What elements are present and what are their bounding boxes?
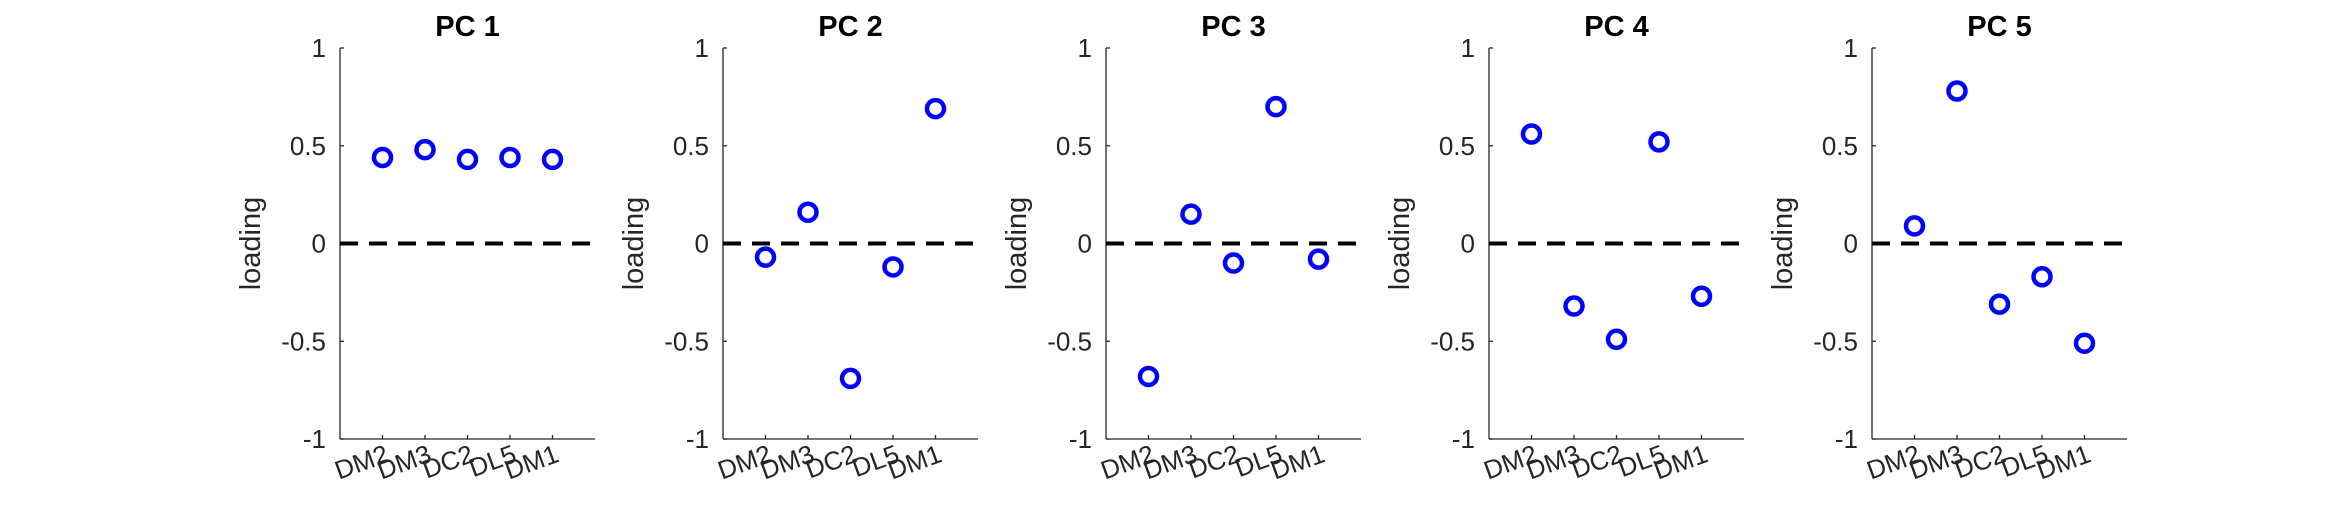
y-tick-label: 1: [1844, 33, 1858, 63]
y-tick-label: -1: [1835, 424, 1858, 454]
y-axis-label: loading: [1384, 197, 1416, 291]
y-tick-label: -0.5: [1813, 326, 1858, 356]
y-tick-label: -0.5: [281, 326, 326, 356]
panel-title: PC 3: [1201, 11, 1265, 43]
data-point-dl5: [1265, 95, 1287, 118]
data-point-dm3: [1946, 80, 1968, 102]
y-tick-label: 0.5: [1056, 131, 1092, 161]
y-tick-label: 0: [1844, 229, 1858, 259]
data-point-dm2: [1520, 123, 1543, 145]
data-point-dl5: [882, 256, 904, 278]
data-point-dm2: [1137, 365, 1160, 388]
y-tick-label: 0.5: [673, 131, 709, 161]
data-point-dm2: [1903, 215, 1926, 237]
y-axis-label: loading: [618, 197, 650, 291]
y-tick-label: 0.5: [1822, 131, 1858, 161]
data-point-dm1: [1307, 248, 1330, 270]
data-point-dl5: [1648, 131, 1670, 153]
panel-title: PC 5: [1967, 11, 2031, 43]
data-point-dm1: [2073, 332, 2096, 354]
y-tick-label: 1: [1078, 33, 1092, 63]
y-axis-label: loading: [1001, 197, 1033, 291]
data-point-dl5: [2031, 265, 2053, 288]
data-point-dc2: [839, 367, 862, 390]
y-tick-label: 0: [312, 229, 326, 259]
y-tick-label: 0: [1078, 229, 1092, 259]
y-tick-label: -1: [1452, 424, 1475, 454]
data-point-dm1: [924, 97, 947, 120]
y-tick-label: 0: [695, 229, 709, 259]
data-point-dm3: [1180, 203, 1202, 225]
panel-title: PC 2: [818, 11, 882, 43]
y-axis-label: loading: [235, 197, 267, 291]
data-point-dc2: [1605, 328, 1628, 351]
y-tick-label: 1: [695, 33, 709, 63]
data-point-dm3: [797, 201, 819, 223]
y-tick-label: -0.5: [1430, 326, 1475, 356]
y-tick-label: -0.5: [664, 326, 709, 356]
y-tick-label: -1: [303, 424, 326, 454]
y-tick-label: -0.5: [1047, 326, 1092, 356]
y-tick-label: 1: [312, 33, 326, 63]
y-tick-label: -1: [1069, 424, 1092, 454]
y-tick-label: 0: [1461, 229, 1475, 259]
y-tick-label: 0.5: [290, 131, 326, 161]
data-point-dc2: [1222, 252, 1245, 274]
data-point-dm1: [1690, 285, 1713, 308]
y-axis-label: loading: [1767, 197, 1799, 291]
data-point-dm2: [371, 146, 394, 169]
y-tick-label: 1: [1461, 33, 1475, 63]
data-point-dl5: [499, 146, 521, 169]
data-point-dc2: [456, 148, 479, 171]
data-point-dm2: [754, 246, 777, 268]
data-point-dm1: [541, 148, 564, 171]
data-point-dm3: [1563, 295, 1585, 317]
y-tick-label: -1: [686, 424, 709, 454]
data-point-dm3: [414, 138, 436, 161]
panel-title: PC 1: [435, 11, 499, 43]
y-tick-label: 0.5: [1439, 131, 1475, 161]
data-point-dc2: [1988, 293, 2011, 315]
panel-title: PC 4: [1584, 11, 1648, 43]
